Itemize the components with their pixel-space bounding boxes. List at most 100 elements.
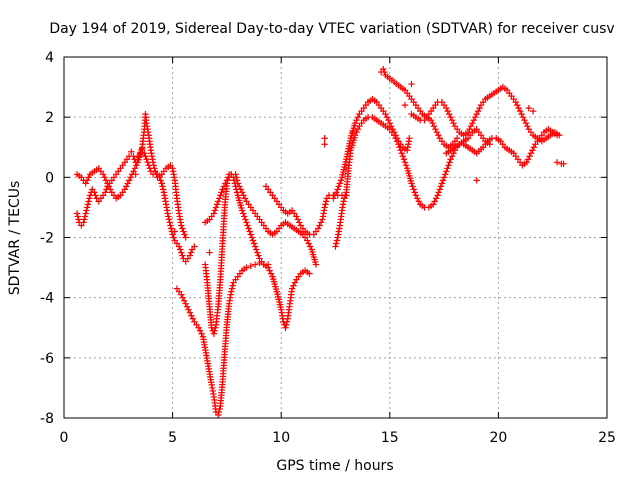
data-point bbox=[444, 107, 451, 115]
data-point bbox=[81, 213, 89, 220]
data-point bbox=[515, 104, 522, 112]
data-point bbox=[159, 186, 167, 193]
data-point bbox=[167, 225, 175, 232]
data-point bbox=[220, 183, 228, 190]
data-point bbox=[333, 237, 341, 244]
data-point bbox=[448, 116, 456, 124]
data-point bbox=[212, 324, 219, 331]
data-point bbox=[430, 201, 437, 208]
data-point bbox=[240, 192, 247, 199]
data-point bbox=[438, 180, 446, 187]
data-point bbox=[353, 116, 360, 124]
data-point bbox=[335, 183, 342, 190]
data-point bbox=[180, 297, 188, 304]
data-point bbox=[165, 213, 172, 220]
data-point bbox=[521, 116, 528, 124]
data-point bbox=[351, 119, 359, 127]
data-point bbox=[321, 141, 328, 148]
data-point bbox=[305, 240, 312, 247]
data-point bbox=[476, 104, 483, 112]
data-point bbox=[92, 192, 99, 199]
data-point bbox=[234, 180, 241, 187]
x-axis-label: GPS time / hours bbox=[276, 458, 393, 474]
y-tick-label: 2 bbox=[45, 110, 54, 126]
data-point bbox=[349, 129, 357, 136]
data-point bbox=[179, 252, 186, 259]
y-axis-label: SDTVAR / TECUs bbox=[7, 181, 23, 296]
data-point bbox=[80, 219, 87, 226]
data-point bbox=[242, 216, 249, 223]
data-point bbox=[166, 219, 173, 226]
data-point bbox=[553, 132, 561, 139]
data-point bbox=[439, 177, 447, 184]
data-point bbox=[314, 225, 322, 232]
plot-frame bbox=[63, 56, 608, 419]
data-point bbox=[290, 282, 297, 289]
data-point bbox=[152, 168, 159, 175]
data-point bbox=[228, 285, 236, 292]
data-point bbox=[180, 228, 187, 235]
data-point bbox=[512, 98, 519, 106]
data-point bbox=[182, 234, 189, 241]
data-point bbox=[247, 231, 254, 238]
data-point bbox=[437, 183, 445, 190]
data-point bbox=[127, 174, 134, 181]
data-point bbox=[291, 279, 299, 286]
data-point bbox=[249, 237, 257, 244]
data-point bbox=[237, 186, 244, 193]
data-point bbox=[186, 309, 194, 316]
data-point bbox=[84, 201, 92, 208]
data-point bbox=[399, 153, 407, 160]
data-point bbox=[445, 110, 453, 118]
data-point bbox=[189, 315, 197, 322]
data-point bbox=[385, 116, 392, 124]
data-point bbox=[336, 180, 344, 187]
data-point bbox=[179, 294, 186, 301]
data-point bbox=[191, 243, 198, 250]
data-point bbox=[212, 204, 220, 211]
data-point bbox=[435, 132, 442, 139]
data-point bbox=[436, 186, 443, 193]
data-point bbox=[430, 122, 438, 130]
data-point bbox=[177, 246, 184, 253]
y-tick-label: -6 bbox=[40, 351, 54, 367]
data-point bbox=[247, 262, 254, 270]
data-point bbox=[334, 186, 341, 193]
data-point bbox=[255, 252, 262, 259]
data-point bbox=[251, 261, 259, 268]
data-point bbox=[250, 240, 258, 247]
x-tick-label: 15 bbox=[381, 430, 399, 446]
data-points bbox=[73, 65, 567, 419]
data-point bbox=[282, 324, 289, 331]
data-point bbox=[185, 306, 192, 313]
data-point bbox=[266, 267, 273, 274]
data-point bbox=[432, 195, 440, 202]
data-point bbox=[401, 101, 409, 109]
data-point bbox=[181, 231, 188, 238]
data-point bbox=[296, 219, 303, 226]
x-tick-label: 25 bbox=[598, 430, 616, 446]
data-point bbox=[232, 171, 239, 178]
data-point bbox=[386, 119, 393, 127]
data-point bbox=[245, 225, 252, 232]
data-point bbox=[381, 68, 388, 76]
data-point bbox=[445, 162, 452, 169]
data-point bbox=[429, 119, 436, 127]
y-tick-label: -2 bbox=[40, 231, 54, 247]
data-point bbox=[409, 183, 416, 190]
data-point bbox=[123, 183, 130, 190]
data-point bbox=[306, 243, 314, 250]
data-point bbox=[82, 210, 89, 217]
data-point bbox=[239, 210, 247, 217]
data-point bbox=[443, 168, 450, 175]
y-tick-label: 0 bbox=[45, 170, 54, 186]
data-point bbox=[133, 162, 140, 169]
data-point bbox=[187, 249, 195, 256]
data-point bbox=[130, 153, 137, 160]
data-point bbox=[241, 195, 249, 202]
data-point bbox=[102, 177, 110, 184]
data-point bbox=[228, 288, 235, 295]
data-point bbox=[388, 122, 395, 130]
data-point bbox=[236, 183, 243, 190]
